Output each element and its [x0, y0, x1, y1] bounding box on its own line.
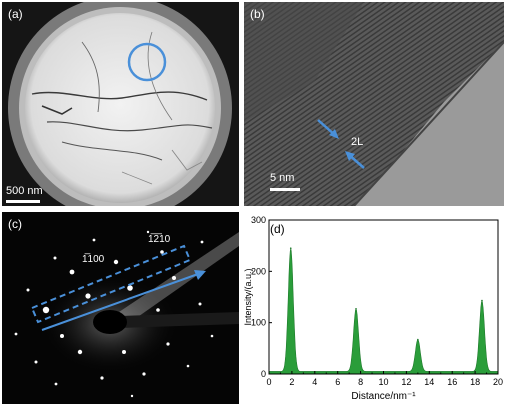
x-tick-label-12: 12: [401, 377, 411, 387]
x-tick-label-14: 14: [424, 377, 434, 387]
tem-overview-panel: (a) 500 nm: [2, 2, 239, 206]
panel-label-b: (b): [250, 7, 265, 21]
x-axis-label: Distance/nm⁻¹: [351, 391, 416, 402]
layer-count-label: 2L: [351, 136, 364, 148]
spot-index-1100: 1̅100: [82, 254, 105, 265]
scale-bar-a: [6, 200, 40, 203]
x-tick-label-18: 18: [470, 377, 480, 387]
region-marker-circle: [127, 42, 167, 82]
y-tick-label-300: 300: [251, 215, 266, 225]
x-axis: 0 2 4 6 8 10 12 14 16 18 20: [266, 371, 503, 387]
x-tick-label-8: 8: [358, 377, 363, 387]
scale-bar-b: [270, 188, 300, 191]
peak-point-2: [355, 308, 357, 310]
profile-arrow: [41, 273, 199, 331]
y-axis-label: Intensity/(a.u.): [244, 268, 253, 325]
x-tick-label-4: 4: [312, 377, 317, 387]
x-tick-label-2: 2: [289, 377, 294, 387]
y-tick-label-200: 200: [251, 266, 266, 276]
plot-frame: [268, 219, 499, 375]
y-tick-label-0: 0: [261, 369, 266, 379]
panel-label-a: (a): [8, 7, 23, 21]
y-axis: 0 100 200 300: [251, 215, 272, 379]
saed-pattern: [2, 212, 239, 404]
peak-point-3: [417, 338, 419, 341]
x-tick-label-6: 6: [335, 377, 340, 387]
y-tick-label-100: 100: [251, 318, 266, 328]
panel-label-d: (d): [270, 222, 285, 236]
intensity-chart: 0 2 4 6 8 10 12 14 16 18 20 0 100 200 300 Distance/nm…: [244, 215, 503, 402]
x-tick-label-0: 0: [266, 377, 271, 387]
panel-label-c: (c): [8, 217, 22, 231]
scale-bar-label-b: 5 nm: [270, 172, 295, 184]
spot-index-1210: 1̅2̅10: [148, 234, 171, 245]
x-tick-label-16: 16: [447, 377, 457, 387]
scale-bar-label-a: 500 nm: [6, 185, 43, 197]
diffraction-spots: [14, 230, 214, 398]
x-tick-label-10: 10: [378, 377, 388, 387]
tem-overview-image: [2, 2, 239, 206]
hrtem-panel: (b) 5 nm 2L: [244, 2, 504, 206]
x-tick-label-20: 20: [493, 377, 503, 387]
saed-panel: (c) 1̅2̅10 1̅100: [2, 212, 239, 404]
intensity-profile-panel: 0 2 4 6 8 10 12 14 16 18 20 0 100 200 300 Distance/nm…: [244, 212, 506, 408]
peak-point-1: [289, 247, 292, 250]
intensity-series: [268, 248, 499, 375]
peak-point-4: [481, 299, 483, 302]
hrtem-image: [244, 2, 504, 206]
